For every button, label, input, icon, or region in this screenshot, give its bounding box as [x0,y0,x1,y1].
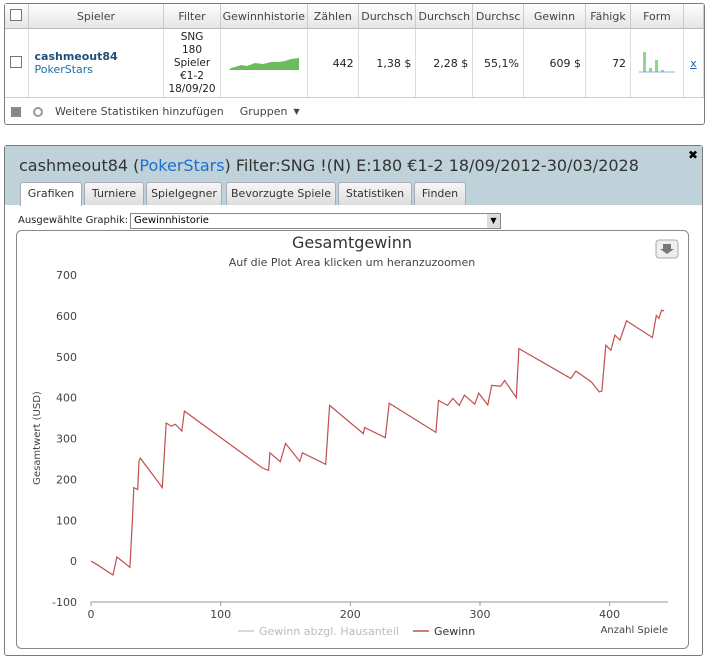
title-site: PokerStars [139,156,225,175]
col-header[interactable]: Filter [163,4,221,29]
legend-entry[interactable]: Gewinn [434,625,475,638]
filter-line: 180 [182,43,203,56]
tab[interactable]: Spielgegner [146,182,222,205]
select-all[interactable] [5,4,29,29]
filter-line: €1-2 [180,69,204,82]
y-tick-label: 400 [56,392,77,405]
tab[interactable]: Grafiken [20,182,82,206]
y-axis-label: Gesamtwert (USD) [32,391,43,485]
y-tick-label: -100 [52,596,77,609]
title-player: cashmeout84 ( [19,156,140,175]
col-header[interactable]: Durchsc [472,4,524,29]
col-header[interactable]: Durchsch [358,4,417,29]
sparkline [228,57,299,70]
filter-line: 18/09/20 [168,82,216,95]
col-header[interactable]: Gewinn [523,4,586,29]
y-tick-label: 300 [56,433,77,446]
chart-subtitle: Auf die Plot Area klicken um heranzuzoom… [229,256,476,269]
filter-cell: SNG 180 Spieler €1-2 18/09/20 [163,28,221,98]
tab[interactable]: Statistiken [338,182,412,205]
stat-cell: 1,38 $ [358,28,417,98]
chart-title: Gesamtgewinn [292,233,412,252]
stats-table: Spieler Filter Gewinnhistorie Zählen Dur… [5,4,705,98]
row-select[interactable] [5,28,29,98]
y-tick-label: 500 [56,351,77,364]
col-header[interactable]: Fähigk [585,4,632,29]
select-arrow: ▼ [487,214,500,228]
toolbar: Weitere Statistiken hinzufügen Gruppen ▼ [11,105,300,118]
tab[interactable]: Bevorzugte Spiele [226,182,336,205]
title-filter: ) Filter:SNG !(N) E:180 €1-2 18/09/2012-… [224,156,639,175]
dropdown-arrow: ▼ [293,107,300,116]
filter-line: Spieler [173,56,211,69]
col-header[interactable]: Durchsch [415,4,474,29]
profit-cell: 609 $ [523,28,586,98]
player-cell: cashmeout84 PokerStars [28,28,165,98]
groups-menu[interactable]: Gruppen [239,105,288,118]
col-header[interactable]: Spieler [28,4,165,29]
y-tick-label: 100 [56,514,77,527]
count-cell: 442 [307,28,359,98]
x-tick-label: 0 [88,608,95,621]
player-name[interactable]: cashmeout84 [34,50,118,63]
x-tick-label: 100 [210,608,231,621]
remove-link[interactable]: x [683,28,705,98]
delete-icon[interactable] [11,106,21,117]
tab[interactable]: Turniere [84,182,144,205]
col-header[interactable]: Gewinnhistorie [220,4,309,29]
panel-title: cashmeout84 (PokerStars) Filter:SNG !(N)… [19,156,639,175]
data-line [90,309,665,576]
download-icon [660,244,674,254]
y-tick-label: 0 [70,555,77,568]
stats-panel: Spieler Filter Gewinnhistorie Zählen Dur… [4,3,705,125]
x-tick-label: 200 [340,608,361,621]
refresh-icon[interactable] [33,106,43,117]
y-tick-label: 700 [56,269,77,282]
x-tick-label: 300 [469,608,490,621]
filter-line: SNG [180,30,204,43]
close-button[interactable]: ✖ [687,148,698,162]
select-value: Gewinnhistorie [134,215,209,226]
stat-cell: 55,1% [472,28,524,98]
x-tick-label: 400 [599,608,620,621]
add-stats[interactable]: Weitere Statistiken hinzufügen [55,105,224,118]
tab[interactable]: Finden [414,182,466,205]
col-header[interactable]: Zählen [307,4,359,29]
x-axis-label: Anzahl Spiele [601,625,668,636]
col-header[interactable]: Form [630,4,684,29]
select-label: Ausgewählte Graphik: [18,215,129,226]
form-chart [638,51,675,72]
skill-cell: 72 [585,28,632,98]
stat-cell: 2,28 $ [415,28,474,98]
y-tick-label: 600 [56,310,77,323]
legend-entry[interactable]: Gewinn abzgl. Hausanteil [259,625,399,638]
chart: Gesamtgewinn Auf die Plot Area klicken u… [16,230,689,649]
col-header [683,4,705,29]
player-site: PokerStars [34,63,94,76]
chart-frame [16,230,689,649]
graph-select[interactable]: Gewinnhistorie ▼ [130,213,501,229]
form-cell [630,28,684,98]
y-tick-label: 200 [56,473,77,486]
sparkline-cell [220,28,309,98]
